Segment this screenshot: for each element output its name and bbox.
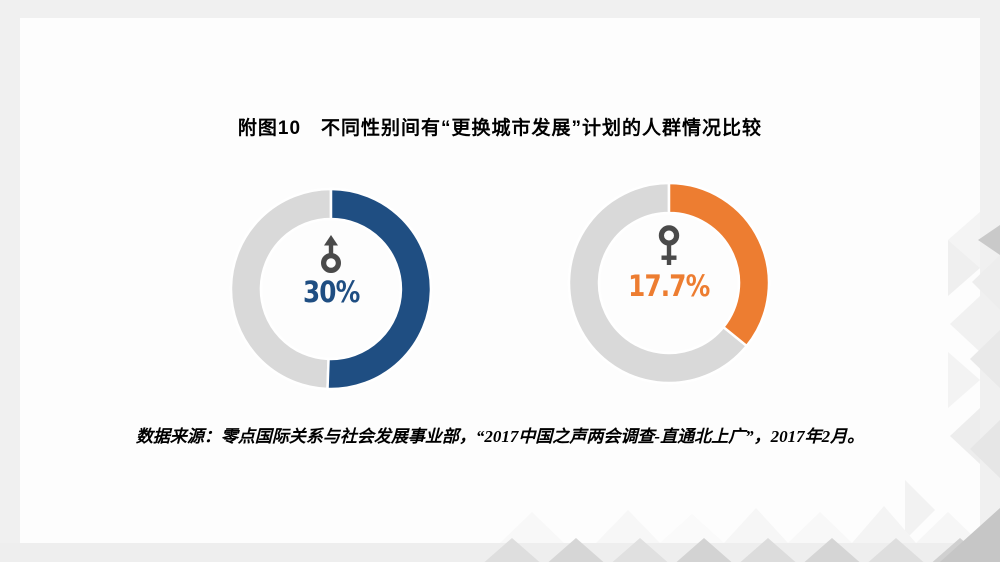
donut-chart-male: 30% [226,184,436,394]
female-percentage-label: 17.7% [628,269,710,303]
donut-male-ring [229,187,433,391]
donut-chart-female: 17.7% [564,178,774,388]
chart-card [20,18,980,543]
male-symbol-icon [321,235,341,273]
male-percentage-label: 30% [302,275,360,309]
donut-female-ring [567,181,771,385]
female-symbol-icon [658,225,680,265]
donut-female-center: 17.7% [564,178,774,388]
donut-male-center: 30% [226,184,436,394]
chart-title: 附图10 不同性别间有“更换城市发展”计划的人群情况比较 [237,118,763,139]
data-source-note: 数据来源：零点国际关系与社会发展事业部，“2017中国之声两会调查-直通北上广”… [135,427,865,446]
